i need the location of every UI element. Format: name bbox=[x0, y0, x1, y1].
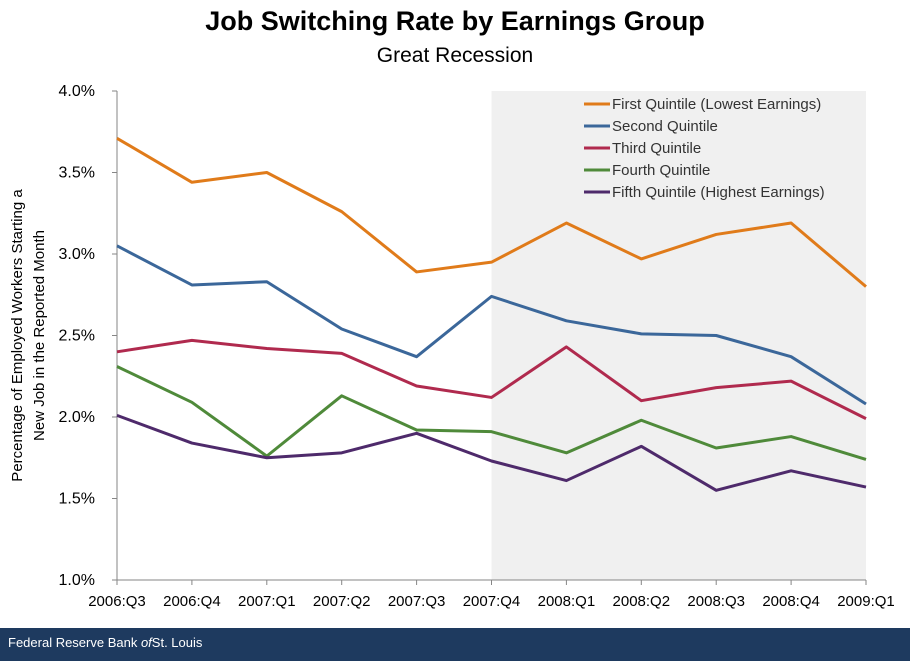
footer-text-italic: of bbox=[141, 635, 152, 650]
y-tick-label: 2.0% bbox=[59, 409, 95, 426]
footer-text-end: St. Louis bbox=[152, 635, 203, 650]
chart-canvas: 1.0% 1.5% 2.0% 2.5% 3.0% 3.5% 4.0% 2006:Q3 2006:… bbox=[0, 0, 910, 628]
legend-label: First Quintile (Lowest Earnings) bbox=[612, 96, 821, 113]
x-tick-label: 2008:Q1 bbox=[538, 593, 596, 610]
x-tick-label: 2008:Q3 bbox=[687, 593, 745, 610]
legend-label: Third Quintile bbox=[612, 140, 701, 157]
y-tick-label: 2.5% bbox=[59, 328, 95, 345]
y-axis-label-line: New Job in the Reported Month bbox=[31, 230, 48, 441]
x-tick-label: 2007:Q1 bbox=[238, 593, 296, 610]
x-tick-label: 2006:Q3 bbox=[88, 593, 146, 610]
x-tick-label: 2007:Q3 bbox=[388, 593, 446, 610]
y-tick-label: 3.0% bbox=[59, 246, 95, 263]
y-tick-label: 4.0% bbox=[59, 83, 95, 100]
x-tick-label: 2006:Q4 bbox=[163, 593, 221, 610]
x-tick-label: 2007:Q2 bbox=[313, 593, 371, 610]
y-axis-label-line: Percentage of Employed Workers Starting … bbox=[9, 189, 26, 482]
footer-text: Federal Reserve Bank ofSt. Louis bbox=[8, 635, 202, 650]
legend-label: Fifth Quintile (Highest Earnings) bbox=[612, 184, 825, 201]
footer-bar: Federal Reserve Bank ofSt. Louis bbox=[0, 628, 910, 661]
legend-label: Second Quintile bbox=[612, 118, 718, 135]
y-tick-label: 1.0% bbox=[59, 572, 95, 589]
footer-text-main: Federal Reserve Bank bbox=[8, 635, 141, 650]
y-tick-label: 3.5% bbox=[59, 165, 95, 182]
x-tick-label: 2007:Q4 bbox=[463, 593, 521, 610]
y-tick-label: 1.5% bbox=[59, 491, 95, 508]
x-tick-label: 2009:Q1 bbox=[837, 593, 895, 610]
x-tick-label: 2008:Q4 bbox=[762, 593, 820, 610]
x-tick-label: 2008:Q2 bbox=[613, 593, 671, 610]
legend-label: Fourth Quintile bbox=[612, 162, 710, 179]
